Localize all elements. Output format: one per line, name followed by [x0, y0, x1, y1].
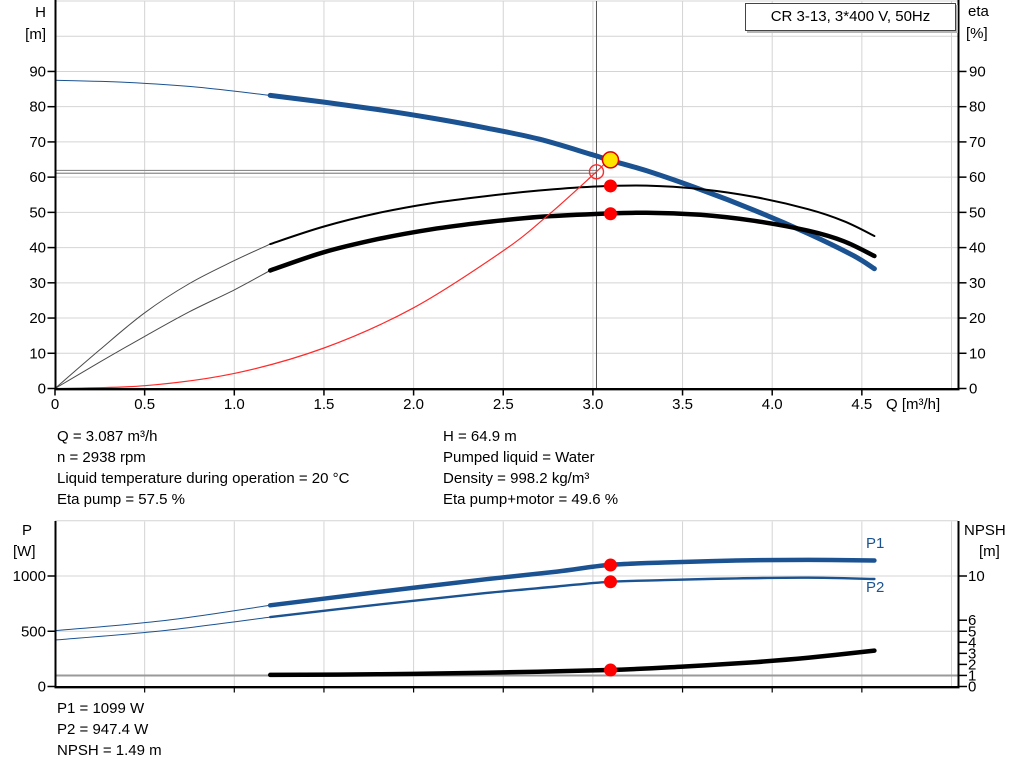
p1-curve-thin	[54, 604, 271, 632]
p-axis-tick-label: 0	[38, 679, 46, 696]
p1-curve	[267, 557, 877, 608]
npsh-axis-tick-label: 1	[968, 667, 976, 684]
h-axis-tick-label: 30	[29, 275, 46, 292]
head-curve-thin	[54, 79, 271, 96]
p2-curve	[269, 576, 876, 619]
h-axis-tick-label: 50	[29, 204, 46, 221]
duty-info-left: Q = 3.087 m³/h n = 2938 rpm Liquid tempe…	[57, 426, 349, 510]
info-h: H = 64.9 m	[443, 428, 517, 445]
eta-axis-tick-label: 80	[969, 99, 986, 116]
duty-info-right: H = 64.9 m Pumped liquid = Water Density…	[443, 426, 618, 510]
h-axis-tick-label: 90	[29, 63, 46, 80]
info-temperature: Liquid temperature during operation = 20…	[57, 470, 350, 487]
eta-pump-motor-curve-thin	[54, 270, 271, 389]
result-npsh: NPSH = 1.49 m	[57, 742, 162, 759]
h-axis-name: H	[35, 4, 46, 21]
info-liquid: Pumped liquid = Water	[443, 449, 595, 466]
h-axis-tick-label: 80	[29, 99, 46, 116]
eta-axis-tick-label: 10	[969, 345, 986, 362]
eta-pump-motor-duty	[603, 207, 617, 221]
eta-axis-tick-label: 40	[969, 240, 986, 257]
pump-designation-box: CR 3-13, 3*400 V, 50Hz	[745, 3, 956, 31]
result-info: P1 = 1099 W P2 = 947.4 W NPSH = 1.49 m	[57, 698, 162, 761]
info-speed: n = 2938 rpm	[57, 449, 146, 466]
q-axis-label: Q [m³/h]	[886, 396, 941, 413]
npsh-duty	[603, 663, 617, 677]
q-axis-tick-label: 1.5	[314, 396, 335, 413]
q-axis-tick-label: 4.0	[762, 396, 783, 413]
q-axis-tick-label: 3.0	[582, 396, 603, 413]
h-axis-tick-label: 40	[29, 240, 46, 257]
npsh-axis-tick-label: 2	[968, 656, 976, 673]
eta-axis-tick-label: 70	[969, 134, 986, 151]
system-curve	[54, 159, 610, 390]
h-axis-unit: [m]	[25, 26, 46, 43]
duty-point[interactable]	[601, 151, 620, 169]
p2-curve-label: P2	[866, 579, 885, 596]
eta-axis-tick-label: 0	[969, 381, 977, 398]
eta-axis-tick-label: 30	[969, 275, 986, 292]
eta-axis-unit: [%]	[966, 25, 988, 42]
npsh-axis-tick-label: 10	[968, 568, 985, 585]
q-axis-tick-label: 4.5	[851, 396, 872, 413]
eta-pump-motor-curve	[267, 210, 877, 273]
h-axis-tick-label: 20	[29, 310, 46, 327]
eta-pump-duty	[603, 179, 617, 193]
p-axis-name: P	[22, 522, 33, 539]
info-eta-pump: Eta pump = 57.5 %	[57, 491, 185, 508]
npsh-axis-tick-label: 0	[968, 679, 976, 696]
q-axis-tick-label: 0.5	[134, 396, 155, 413]
npsh-axis-tick-label: 4	[968, 634, 976, 651]
eta-axis-name: eta	[968, 3, 989, 20]
eta-axis-tick-label: 20	[969, 310, 986, 327]
info-density: Density = 998.2 kg/m³	[443, 470, 590, 487]
eta-axis-tick-label: 60	[969, 169, 986, 186]
q-axis-tick-label: 2.5	[493, 396, 514, 413]
result-p1: P1 = 1099 W	[57, 700, 145, 717]
p2-duty	[603, 575, 617, 589]
npsh-axis-name: NPSH	[964, 522, 1006, 539]
eta-pump-curve-thin	[54, 243, 271, 389]
npsh-axis-tick-label: 3	[968, 645, 976, 662]
q-axis-tick-label: 0	[51, 396, 59, 413]
q-axis-tick-label: 3.5	[672, 396, 693, 413]
npsh-axis-tick-label: 5	[968, 623, 976, 640]
eta-axis-tick-label: 90	[969, 63, 986, 80]
q-axis-tick-label: 2.0	[403, 396, 424, 413]
npsh-curve	[267, 648, 877, 678]
p1-curve-label: P1	[866, 535, 885, 552]
requested-duty-point	[588, 164, 605, 180]
p-axis-tick-label: 500	[21, 623, 46, 640]
npsh-axis-unit: [m]	[979, 543, 1000, 560]
h-axis-tick-label: 60	[29, 169, 46, 186]
eta-axis-tick-label: 50	[969, 204, 986, 221]
h-axis-tick-label: 10	[29, 345, 46, 362]
info-eta-pump-motor: Eta pump+motor = 49.6 %	[443, 491, 619, 508]
q-axis-tick-label: 1.0	[224, 396, 245, 413]
result-p2: P2 = 947.4 W	[57, 721, 149, 738]
h-axis-tick-label: 70	[29, 134, 46, 151]
info-q: Q = 3.087 m³/h	[57, 428, 158, 445]
p2-curve-thin	[54, 616, 271, 641]
p-axis-tick-label: 1000	[13, 568, 46, 585]
p-axis-unit: [W]	[13, 543, 36, 560]
npsh-axis-tick-label: 6	[968, 612, 976, 629]
h-axis-tick-label: 0	[38, 381, 46, 398]
p1-duty	[603, 558, 617, 572]
eta-pump-curve	[269, 184, 876, 246]
